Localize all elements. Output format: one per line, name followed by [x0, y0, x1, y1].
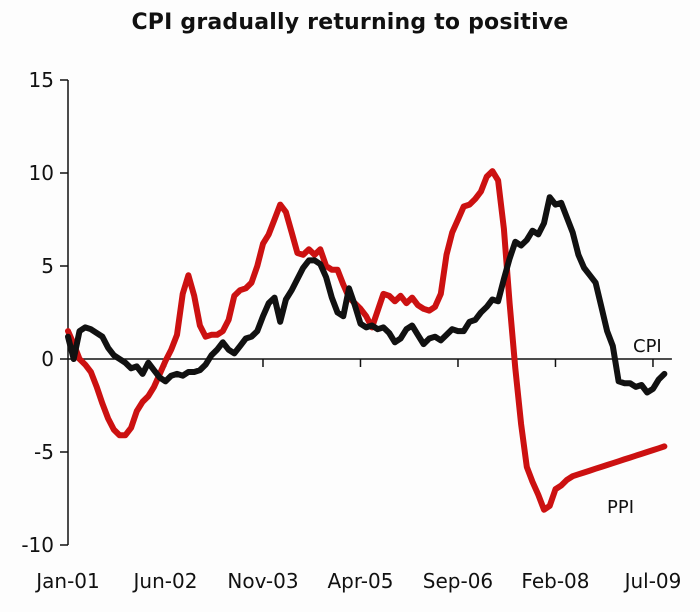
series-line-cpi [65, 194, 668, 396]
y-tick-label: -5 [34, 440, 54, 464]
x-tick-label: Sep-06 [423, 569, 493, 593]
x-tick-label: Jul-09 [623, 569, 682, 593]
series-label-cpi: CPI [633, 336, 662, 357]
x-tick-label: Jan-01 [34, 569, 100, 593]
x-tick-label: Nov-03 [227, 569, 298, 593]
x-tick-label: Feb-08 [521, 569, 589, 593]
series-line-ppi [65, 168, 668, 513]
x-tick-label: Apr-05 [327, 569, 393, 593]
chart-title: CPI gradually returning to positive [131, 10, 569, 35]
y-tick-label: 0 [41, 347, 54, 371]
y-tick-label: 10 [29, 161, 54, 185]
y-tick-label: 5 [41, 254, 54, 278]
y-tick-label: 15 [29, 68, 54, 92]
x-tick-label: Jun-02 [132, 569, 198, 593]
y-tick-label: -10 [21, 533, 54, 557]
series-label-ppi: PPI [607, 497, 634, 518]
